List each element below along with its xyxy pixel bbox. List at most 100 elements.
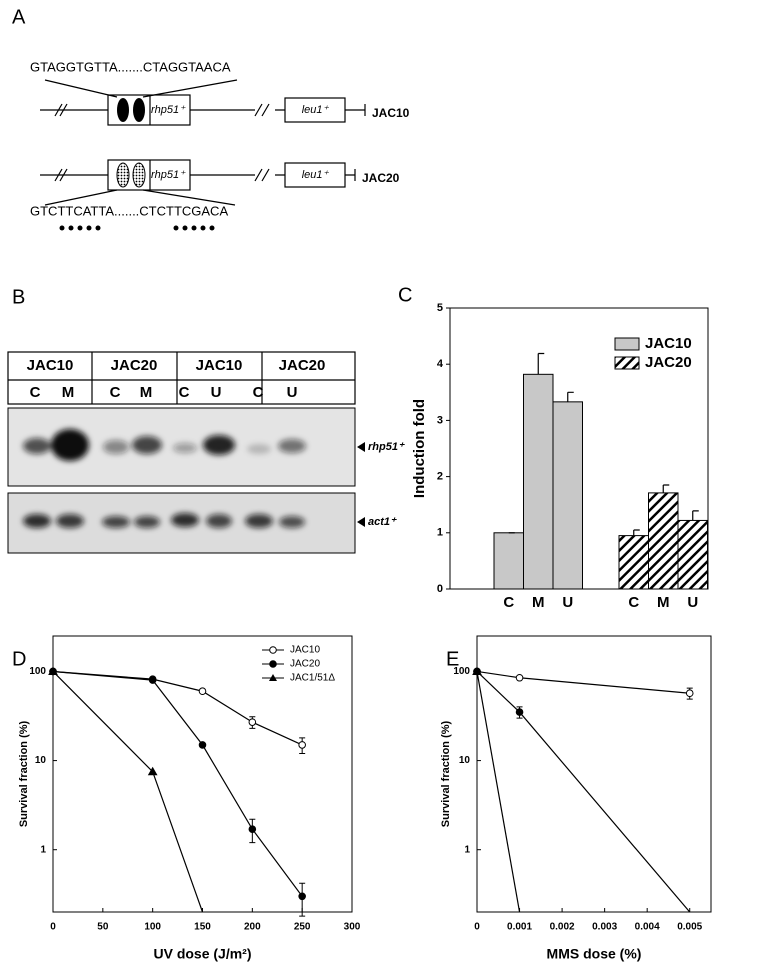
y-tick-label: 2 [437, 471, 443, 483]
point [48, 666, 58, 675]
x-tick-label: 0.003 [592, 922, 617, 933]
x-axis-label: MMS dose (%) [547, 946, 642, 962]
series-line [476, 671, 691, 913]
x-tick-label: 150 [194, 922, 211, 933]
point [198, 741, 207, 749]
lane-label: U [211, 384, 222, 401]
series-line [52, 670, 303, 897]
x-tick-label: 0.005 [677, 922, 702, 933]
panel-label: A [12, 6, 26, 28]
legend-marker [269, 646, 277, 654]
legend-label: JAC10 [290, 645, 320, 656]
lane-label: C [253, 384, 264, 401]
x-tick-label: U [562, 594, 573, 611]
panel-label: B [12, 286, 25, 308]
bar [552, 401, 583, 590]
x-tick-label: 300 [344, 922, 361, 933]
y-tick-label: 10 [459, 755, 471, 766]
legend-marker [269, 674, 277, 681]
lane-label: M [140, 384, 153, 401]
probe-label: rhp51⁺ [368, 441, 405, 453]
panel-label: E [446, 648, 459, 670]
error-bar [633, 529, 640, 536]
y-tick-label: 0 [437, 583, 443, 595]
point [298, 741, 306, 749]
lane-label: C [110, 384, 121, 401]
x-tick-label: 250 [294, 922, 311, 933]
series-line [52, 671, 204, 913]
error-bar [567, 391, 574, 402]
sequence: GTAGGTGTTA.......CTAGGTAACA [30, 59, 231, 74]
strain-header: JAC10 [27, 357, 74, 374]
x-axis-label: UV dose (J/m²) [153, 946, 251, 962]
panel-label: C [398, 284, 412, 306]
error-bar [662, 484, 670, 493]
bar [493, 532, 524, 590]
lane-label: M [62, 384, 75, 401]
y-axis-label: Survival fraction (%) [440, 720, 452, 827]
bar [523, 373, 554, 590]
point [248, 718, 257, 726]
lane-label: U [287, 384, 298, 401]
x-tick-label: M [657, 594, 670, 611]
series-line [52, 670, 303, 746]
point [148, 676, 157, 684]
x-tick-label: 100 [144, 922, 161, 933]
y-tick-label: 100 [453, 666, 470, 677]
point [685, 689, 694, 698]
error-bar [537, 352, 545, 375]
strain-header: JAC20 [111, 357, 158, 374]
x-tick-label: M [532, 594, 545, 611]
legend-swatch [614, 337, 640, 351]
x-tick-label: 0.004 [635, 922, 660, 933]
y-axis-label: Induction fold [411, 399, 428, 498]
strain-label: JAC20 [362, 171, 400, 185]
bar [648, 492, 679, 590]
legend-label: JAC20 [645, 354, 692, 371]
lane-label: C [179, 384, 190, 401]
point [515, 708, 524, 716]
x-tick-label: 0.001 [507, 922, 532, 933]
bar [618, 535, 649, 590]
point [147, 766, 158, 776]
x-tick-label: 0.002 [550, 922, 575, 933]
legend-swatch [614, 356, 640, 370]
error-bar [692, 510, 699, 521]
point [515, 673, 524, 682]
gene-label: rhp51⁺ [151, 104, 186, 116]
bar [677, 519, 708, 590]
legend-marker [269, 660, 277, 668]
x-tick-label: 50 [97, 922, 109, 933]
plot-frame [476, 635, 712, 913]
legend-label: JAC1/51Δ [290, 673, 335, 684]
lane-label: C [30, 384, 41, 401]
y-tick-label: 3 [437, 414, 443, 426]
northern-blot: JAC10 JAC20 JAC10 JAC20 C M C M C U C U … [7, 351, 405, 554]
series-line [476, 670, 690, 694]
gene-label: rhp51⁺ [151, 169, 186, 181]
panel-label: D [12, 648, 26, 670]
point [248, 825, 257, 833]
point [198, 687, 207, 696]
y-axis-label: Survival fraction (%) [18, 720, 30, 827]
x-tick-label: 0 [50, 922, 56, 933]
y-tick-label: 5 [437, 302, 443, 314]
y-tick-label: 1 [464, 844, 470, 855]
y-tick-label: 4 [437, 358, 444, 370]
x-tick-label: C [503, 594, 514, 611]
strain-header: JAC20 [279, 357, 326, 374]
marker-label: leu1⁺ [302, 169, 330, 181]
x-tick-label: 200 [244, 922, 261, 933]
series-line [476, 671, 521, 913]
point [472, 666, 482, 675]
y-tick-label: 1 [437, 527, 443, 539]
marker-label: leu1⁺ [302, 104, 330, 116]
x-tick-label: C [628, 594, 639, 611]
legend-label: JAC10 [645, 335, 692, 352]
strain-label: JAC10 [372, 106, 410, 120]
y-tick-label: 10 [35, 755, 47, 766]
strain-header: JAC10 [196, 357, 243, 374]
y-tick-label: 100 [29, 666, 46, 677]
